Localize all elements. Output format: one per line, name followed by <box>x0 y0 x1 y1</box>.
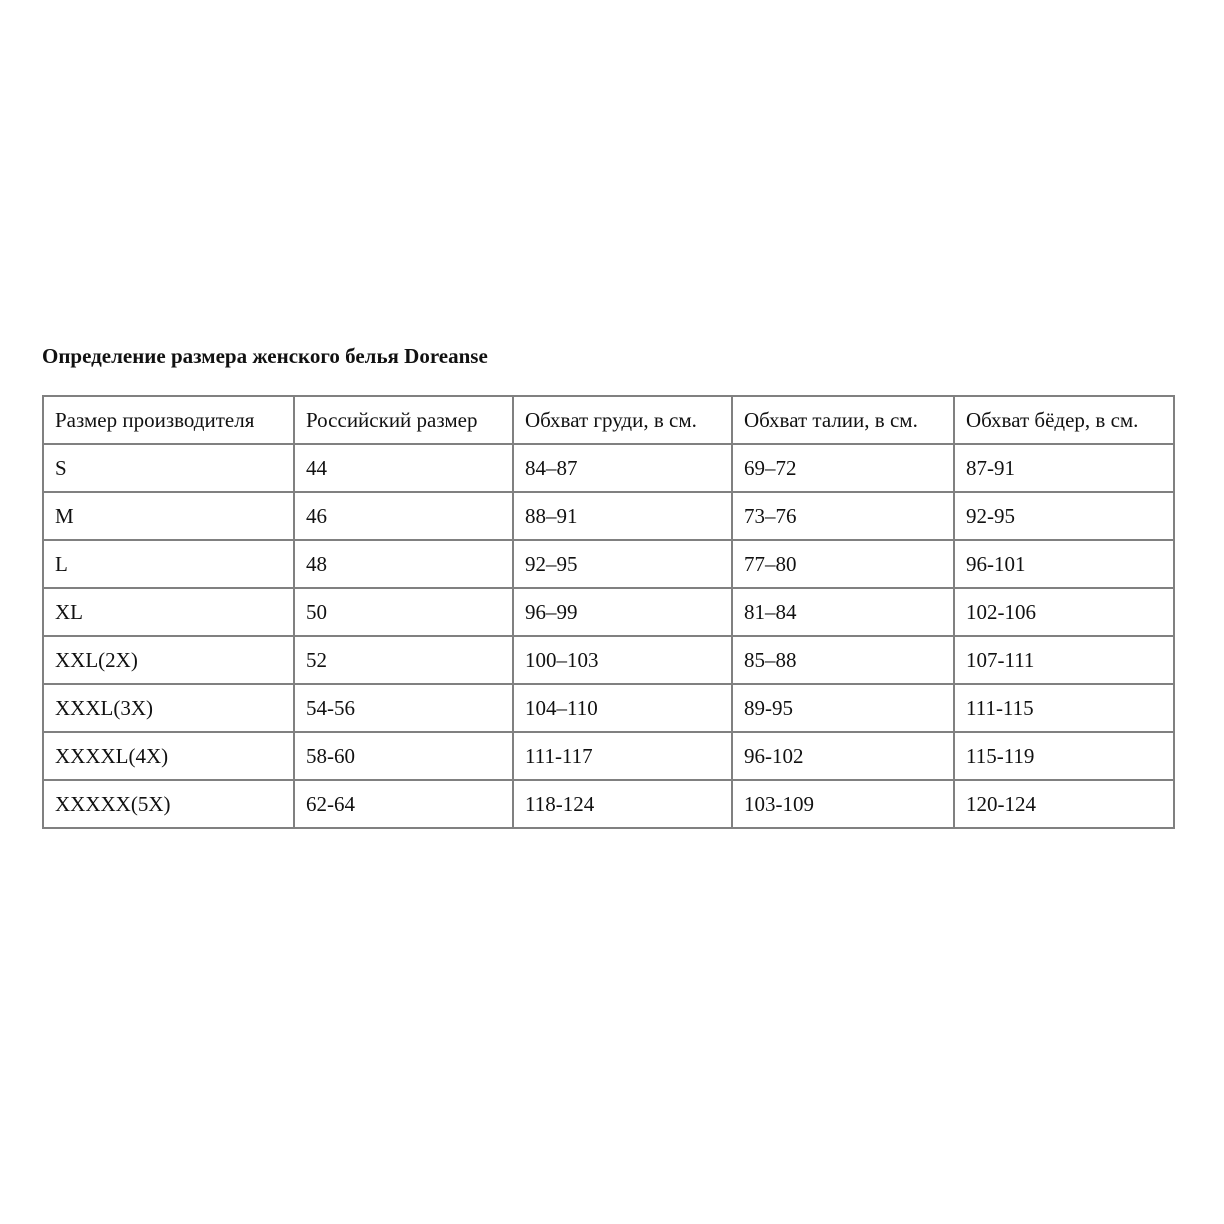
table-cell: 92-95 <box>953 491 1175 541</box>
table-cell: 100–103 <box>512 635 733 685</box>
table-cell: XXXXL(4X) <box>42 731 295 781</box>
table-cell: 48 <box>293 539 514 589</box>
table-cell: 46 <box>293 491 514 541</box>
table-header-row: Размер производителя Российский размер Обх… <box>42 395 1175 445</box>
table-row: L 48 92–95 77–80 96-101 <box>42 539 1175 589</box>
table-cell: 85–88 <box>731 635 955 685</box>
table-cell: 50 <box>293 587 514 637</box>
table-row: M 46 88–91 73–76 92-95 <box>42 491 1175 541</box>
table-cell: 96-101 <box>953 539 1175 589</box>
table-cell: 62-64 <box>293 779 514 829</box>
table-cell: 96–99 <box>512 587 733 637</box>
table-cell: 58-60 <box>293 731 514 781</box>
column-header: Обхват талии, в см. <box>731 395 955 445</box>
table-cell: 89-95 <box>731 683 955 733</box>
table-cell: XXXXX(5X) <box>42 779 295 829</box>
table-cell: 102-106 <box>953 587 1175 637</box>
table-row: S 44 84–87 69–72 87-91 <box>42 443 1175 493</box>
table-cell: 88–91 <box>512 491 733 541</box>
table-row: XXXXL(4X) 58-60 111-117 96-102 115-119 <box>42 731 1175 781</box>
table-cell: 52 <box>293 635 514 685</box>
table-row: XXL(2X) 52 100–103 85–88 107-111 <box>42 635 1175 685</box>
table-cell: 115-119 <box>953 731 1175 781</box>
table-cell: 111-117 <box>512 731 733 781</box>
table-cell: XXL(2X) <box>42 635 295 685</box>
table-cell: 84–87 <box>512 443 733 493</box>
column-header: Обхват груди, в см. <box>512 395 733 445</box>
table-cell: 107-111 <box>953 635 1175 685</box>
table-cell: 77–80 <box>731 539 955 589</box>
table-row: XL 50 96–99 81–84 102-106 <box>42 587 1175 637</box>
table-cell: 73–76 <box>731 491 955 541</box>
size-chart-table: Размер производителя Российский размер Обх… <box>42 395 1175 829</box>
table-row: XXXXX(5X) 62-64 118-124 103-109 120-124 <box>42 779 1175 829</box>
table-cell: 92–95 <box>512 539 733 589</box>
table-cell: 54-56 <box>293 683 514 733</box>
table-cell: 103-109 <box>731 779 955 829</box>
table-cell: 120-124 <box>953 779 1175 829</box>
table-cell: 44 <box>293 443 514 493</box>
table-cell: 118-124 <box>512 779 733 829</box>
column-header: Размер производителя <box>42 395 295 445</box>
page-title: Определение размера женского белья Dorea… <box>42 344 488 368</box>
table-cell: XXXL(3X) <box>42 683 295 733</box>
table-cell: 87-91 <box>953 443 1175 493</box>
table-cell: L <box>42 539 295 589</box>
table-cell: 96-102 <box>731 731 955 781</box>
table-cell: XL <box>42 587 295 637</box>
table-cell: 69–72 <box>731 443 955 493</box>
table-cell: 111-115 <box>953 683 1175 733</box>
column-header: Обхват бёдер, в см. <box>953 395 1175 445</box>
table-cell: 81–84 <box>731 587 955 637</box>
column-header: Российский размер <box>293 395 514 445</box>
table-cell: 104–110 <box>512 683 733 733</box>
table-cell: S <box>42 443 295 493</box>
table-row: XXXL(3X) 54-56 104–110 89-95 111-115 <box>42 683 1175 733</box>
table-cell: M <box>42 491 295 541</box>
